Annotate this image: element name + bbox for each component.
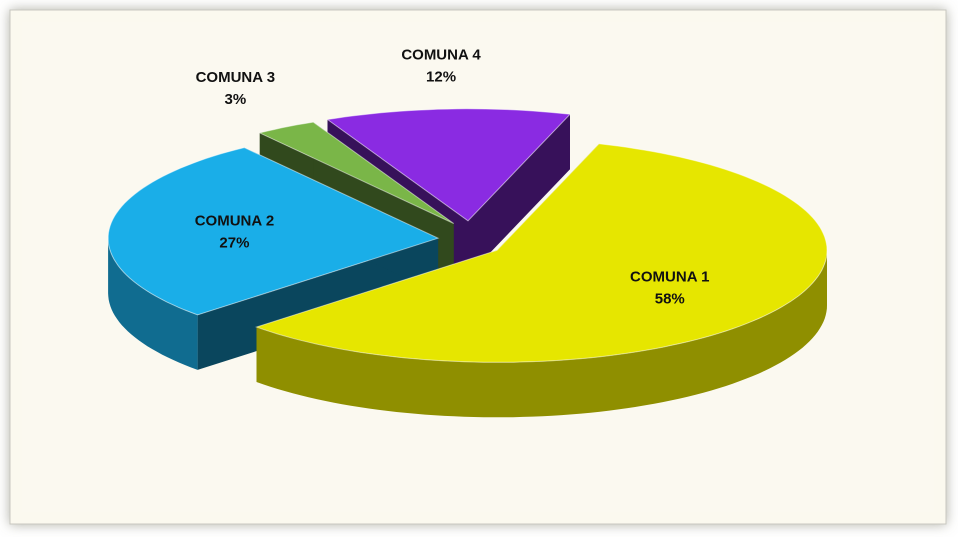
slice-side (256, 250, 827, 418)
data-label-value: 27% (219, 235, 249, 252)
data-label-category: COMUNA 1 (630, 268, 709, 285)
data-label-value: 58% (655, 290, 685, 307)
data-label-value: 12% (426, 68, 456, 85)
slice-top (326, 108, 572, 222)
slice-top (107, 147, 440, 316)
slice-top (254, 143, 828, 363)
data-label-value: 3% (224, 91, 246, 108)
slice-top (258, 121, 454, 224)
pie-slice (254, 143, 828, 418)
data-label-category: COMUNA 3 (196, 69, 275, 86)
slice-radial-face (468, 114, 570, 276)
data-label-category: COMUNA 4 (401, 46, 481, 63)
data-label-category: COMUNA 2 (195, 213, 274, 230)
slice-side (108, 238, 198, 370)
